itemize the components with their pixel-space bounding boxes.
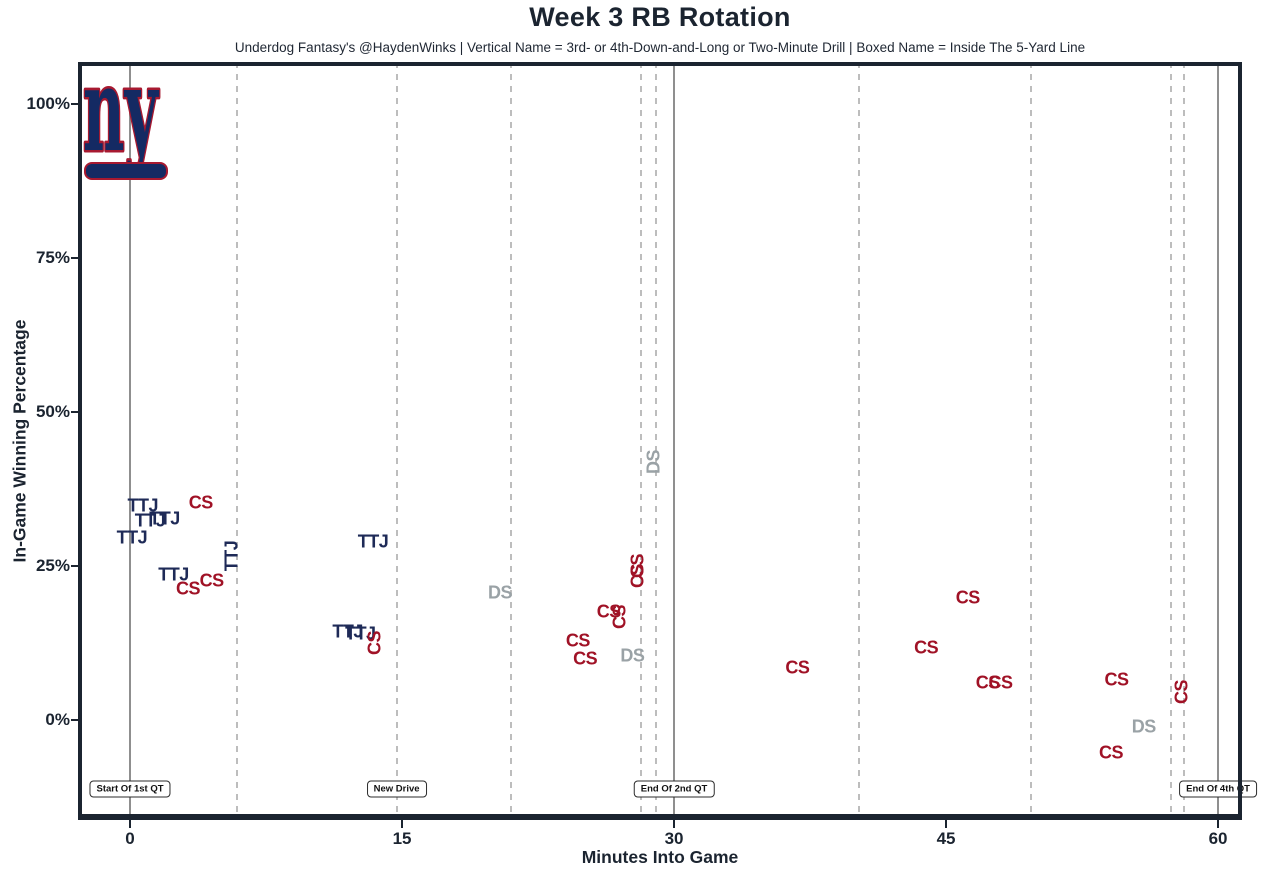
data-label-ttj: TTJ	[332, 621, 363, 642]
data-label-ttj: TTJ	[158, 564, 189, 585]
y-tick-label: 75%	[35, 248, 70, 267]
data-label-ds: DS	[620, 645, 645, 666]
y-axis-label: In-Game Winning Percentage	[9, 319, 30, 563]
data-label-ds: DS	[1131, 716, 1157, 737]
data-label-cs: CS	[609, 605, 630, 630]
x-tick-label: 60	[1208, 829, 1228, 848]
x-axis-label: Minutes Into Game	[581, 847, 739, 867]
data-label-ttj: TTJ	[116, 527, 148, 548]
data-label-cs: CS	[573, 648, 598, 669]
y-tick-label: 25%	[35, 556, 70, 576]
data-label-cs: CS	[914, 637, 939, 658]
data-label-ds: DS	[643, 449, 664, 474]
event-annotation: Start Of 1st QT	[89, 780, 171, 798]
data-label-cs: CS	[199, 570, 225, 591]
new-drive-line	[640, 62, 643, 820]
new-drive-line	[654, 62, 657, 820]
data-label-ttj: TTJ	[127, 495, 158, 516]
x-tick-label: 30	[664, 829, 684, 848]
x-tick-mark	[129, 820, 132, 828]
data-label-cs: CS	[1104, 669, 1129, 690]
data-label-ttj: TTJ	[221, 540, 242, 572]
y-tick-label: 100%	[26, 94, 70, 113]
data-label-cs: CS	[1099, 742, 1124, 763]
event-annotation: End Of 2nd QT	[633, 780, 715, 798]
x-tick-label: 0	[125, 829, 135, 848]
data-label-ttj: TTJ	[357, 531, 389, 552]
new-drive-line	[1182, 62, 1185, 820]
y-tick-label: 0%	[45, 710, 70, 730]
data-label-cs: CS	[785, 657, 810, 678]
new-drive-line	[509, 62, 512, 820]
page-title: Week 3 RB Rotation	[529, 2, 791, 32]
y-tick-mark	[71, 411, 79, 414]
x-tick-label: 45	[936, 829, 956, 848]
data-label-ds: DS	[487, 582, 513, 603]
data-label-cs: CS	[988, 672, 1013, 693]
new-drive-line	[858, 62, 861, 820]
data-label-ttj: TTJ	[134, 510, 166, 531]
data-label-ttj: TTJ	[149, 508, 180, 529]
data-label-ttj: TTJ	[345, 623, 376, 644]
new-drive-line	[1030, 62, 1033, 820]
giants-logo-text: ny	[83, 64, 159, 178]
y-tick-mark	[71, 719, 79, 722]
x-tick-mark	[401, 820, 404, 828]
x-tick-mark	[945, 820, 948, 828]
new-drive-line	[395, 62, 398, 820]
plot-area: ny TTJ TTJ TTJ TTJ TTJ TTJ TTJ TTJ TTJ CS CS CS CS CS…	[78, 62, 1257, 820]
event-annotation: New Drive	[366, 780, 427, 798]
data-label-cs: CS	[364, 631, 385, 656]
data-label-cs: CS	[596, 601, 622, 622]
new-drive-line	[1169, 62, 1172, 820]
x-tick-mark	[673, 820, 676, 828]
quarter-line	[1217, 62, 1220, 820]
event-annotation: End Of 4th QT	[1179, 780, 1257, 798]
x-tick-label: 15	[392, 829, 412, 848]
x-tick-mark	[1217, 820, 1220, 828]
data-label-cs: CS	[627, 563, 648, 588]
giants-logo: ny	[80, 64, 168, 181]
quarter-line	[129, 62, 132, 820]
chart-subtitle: Underdog Fantasy's @HaydenWinks | Vertic…	[234, 40, 1086, 55]
data-label-cs: CS	[975, 672, 1001, 693]
y-tick-mark	[71, 103, 79, 105]
y-tick-label: 50%	[35, 402, 70, 422]
new-drive-line	[236, 62, 239, 820]
data-label-cs: CS	[188, 492, 214, 513]
y-tick-mark	[71, 565, 79, 568]
giants-logo-underline	[84, 162, 168, 180]
data-label-cs: CS	[1171, 680, 1192, 705]
data-label-cs: CS	[565, 630, 591, 651]
y-tick-mark	[71, 257, 79, 259]
quarter-line	[673, 62, 676, 820]
data-label-cs: CS	[176, 578, 201, 599]
data-label-cs: CS	[955, 587, 981, 608]
